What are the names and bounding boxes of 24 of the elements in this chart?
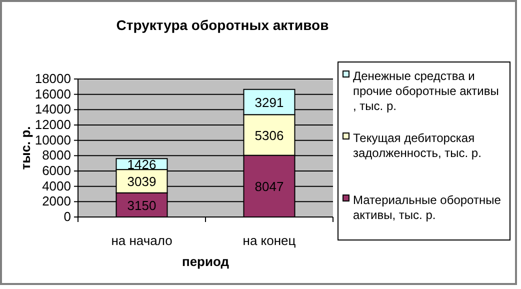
data-label: 8047 — [254, 179, 284, 194]
y-tick-label: 18000 — [34, 71, 71, 86]
data-label: 3150 — [127, 198, 156, 213]
y-tick-label: 2000 — [42, 194, 71, 209]
data-label: 3039 — [127, 174, 156, 190]
x-axis-title: период — [182, 254, 230, 269]
y-tick-label: 8000 — [42, 148, 71, 163]
y-tick-label: 12000 — [34, 117, 71, 132]
data-label: 1426 — [127, 157, 156, 172]
y-tick-label: 6000 — [42, 163, 71, 178]
y-axis-title: тыс. р. — [18, 126, 33, 170]
y-tick-label: 0 — [64, 209, 71, 224]
x-tick-label: на начало — [111, 233, 172, 248]
y-tick-label: 10000 — [34, 132, 71, 148]
legend-label: Материальные оборотные активы, тыс. р. — [353, 193, 502, 222]
x-tick-label: на конец — [242, 233, 296, 248]
chart-title: Структура оборотных активов — [116, 17, 330, 33]
data-label: 5306 — [254, 128, 284, 143]
data-label: 3291 — [254, 95, 284, 110]
y-tick-label: 14000 — [34, 102, 71, 117]
legend-label: Денежные средства и прочие оборотные активы , тыс. р. — [353, 69, 499, 113]
legend-label: Текущая дебиторская задолженность, тыс. р. — [353, 131, 482, 160]
y-tick-label: 16000 — [34, 86, 71, 102]
y-tick-label: 4000 — [42, 178, 71, 194]
